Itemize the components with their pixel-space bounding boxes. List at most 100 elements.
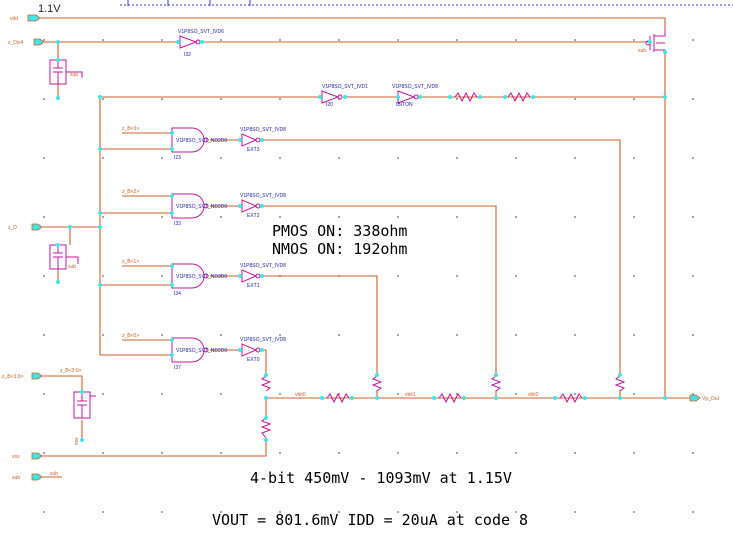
grid-dot	[43, 39, 45, 41]
junction-node	[260, 138, 264, 142]
inverter-ext2	[241, 199, 258, 213]
pin-label-z-b-bus: z_B<3:0>	[2, 374, 23, 380]
grid-dot	[692, 334, 694, 336]
nand-i37	[171, 337, 205, 363]
junction-node	[375, 373, 379, 377]
net-vbit2: vbit2	[528, 392, 539, 398]
pin-vdd	[27, 14, 41, 22]
inst-inv-top: I32	[184, 52, 191, 58]
grid-dot	[338, 157, 340, 159]
grid-dot	[515, 157, 517, 159]
inst-inv-r1: I20	[326, 102, 333, 108]
cell-inv-r2: V1P8SO_SVT_IVD8	[392, 84, 438, 90]
inst-nand3: I23	[174, 155, 181, 161]
grid-dot	[279, 39, 281, 41]
inverter-ext0	[241, 343, 258, 357]
grid-dot	[633, 98, 635, 100]
junction-node	[56, 243, 60, 247]
grid-dot	[279, 393, 281, 395]
junction-node	[238, 348, 242, 352]
grid-dot	[102, 216, 104, 218]
grid-dot	[633, 216, 635, 218]
supply-label: 1.1V	[38, 3, 61, 15]
grid-dot	[338, 452, 340, 454]
junction-node	[503, 95, 507, 99]
pin-z-d	[31, 223, 43, 231]
net-vbit0: vbit0	[295, 392, 306, 398]
grid-dot	[456, 98, 458, 100]
annotation-vout: VOUT = 801.6mV IDD = 20uA at code 8	[212, 511, 528, 529]
cell-inv-r1: V1P8SO_SVT_IVD1	[322, 84, 368, 90]
cell-nand0: V1P8SO_SVT_ND2D0	[176, 348, 227, 354]
grid-dot	[574, 452, 576, 454]
grid-dot	[456, 275, 458, 277]
junction-node	[618, 396, 622, 400]
grid-dot	[397, 393, 399, 395]
junction-node	[264, 396, 268, 400]
junction-node	[264, 438, 268, 442]
grid-dot	[692, 98, 694, 100]
junction-node	[56, 58, 60, 62]
inst-nand2: I33	[174, 221, 181, 227]
nand-i33	[171, 193, 205, 219]
grid-dot	[692, 39, 694, 41]
grid-dot	[161, 334, 163, 336]
junction-node	[170, 131, 174, 135]
pin-label-vdd: vdd	[10, 16, 18, 22]
annotation-range: 4-bit 450mV - 1093mV at 1.15V	[250, 469, 512, 487]
grid-dot	[338, 334, 340, 336]
grid-dot	[338, 39, 340, 41]
resistors	[260, 91, 626, 439]
junction-node	[238, 138, 242, 142]
pin-z-b-bus	[31, 372, 43, 380]
junction-node	[396, 95, 400, 99]
grid-dot	[397, 452, 399, 454]
grid-dot	[161, 98, 163, 100]
grid-dot	[692, 393, 694, 395]
junction-node	[375, 396, 379, 400]
inst-inv3: EXT3	[247, 147, 260, 153]
grid-dot	[279, 511, 281, 513]
grid-dot	[692, 452, 694, 454]
cell-inv-top: V1P8SO_SVT_IVD6	[178, 29, 224, 35]
junction-node	[663, 396, 667, 400]
grid-dot	[397, 157, 399, 159]
grid-dot	[43, 157, 45, 159]
junction-node	[80, 390, 84, 394]
grid-dot	[279, 157, 281, 159]
grid-dot	[574, 98, 576, 100]
grid-dot	[102, 157, 104, 159]
junction-node	[56, 96, 60, 100]
junction-node	[318, 95, 322, 99]
grid-dot	[692, 511, 694, 513]
net-z-b1: z_B<1>	[122, 259, 139, 265]
junction-node	[648, 40, 652, 44]
junction-node	[98, 225, 102, 229]
grid-dot	[633, 393, 635, 395]
grid-dot	[456, 39, 458, 41]
junction-node	[170, 264, 174, 268]
grid-dot	[574, 334, 576, 336]
grid-dot	[692, 216, 694, 218]
junction-node	[68, 225, 72, 229]
junction-node	[494, 396, 498, 400]
net-z-b3: z_B<3>	[122, 126, 139, 132]
top-bracket-shapes	[127, 0, 251, 6]
grid-dot	[397, 216, 399, 218]
grid-dot	[161, 275, 163, 277]
junction-node	[80, 438, 84, 442]
grid-dot	[692, 275, 694, 277]
pin-vp-out	[689, 394, 701, 402]
pin-vss	[31, 452, 43, 460]
grid-dot	[633, 39, 635, 41]
pin-z-dis4	[33, 38, 45, 46]
cell-inv1: V1P8SO_SVT_IVD8	[240, 263, 286, 269]
grid-dot	[161, 157, 163, 159]
grid-dot	[397, 275, 399, 277]
inst-nand1: I34	[174, 291, 181, 297]
junction-node	[462, 396, 466, 400]
grid-dot	[515, 334, 517, 336]
cell-nand3: V1P8SO_SVT_ND2D0	[176, 138, 227, 144]
junction-node	[56, 40, 60, 44]
grid-dot	[338, 216, 340, 218]
